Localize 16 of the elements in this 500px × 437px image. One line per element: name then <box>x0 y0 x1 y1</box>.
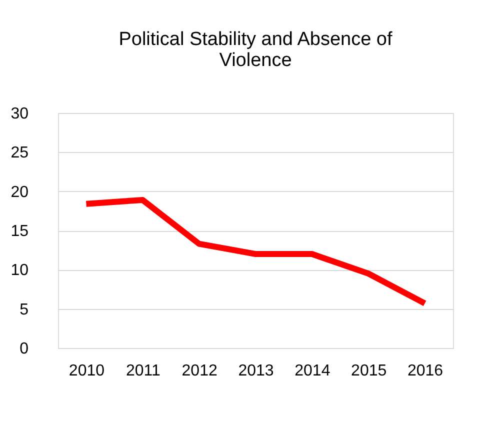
x-tick-label: 2016 <box>407 362 444 380</box>
y-tick-label: 25 <box>10 144 29 162</box>
y-tick-label: 0 <box>20 340 29 358</box>
x-tick-label: 2013 <box>238 362 274 380</box>
text: Political Stability and Absence of <box>118 29 392 50</box>
y-tick-label: 5 <box>20 301 29 318</box>
y-tick-label: 10 <box>10 262 29 280</box>
text: Violence <box>219 50 292 71</box>
y-tick-label: 30 <box>10 106 29 122</box>
x-tick-label: 2012 <box>182 362 218 380</box>
x-tick-label: 2015 <box>351 362 387 380</box>
y-tick-label: 15 <box>10 223 29 240</box>
y-tick-label: 20 <box>10 184 29 201</box>
x-tick-label: 2014 <box>294 362 330 380</box>
x-tick-label: 2011 <box>126 362 160 380</box>
x-tick-label: 2010 <box>68 362 105 380</box>
